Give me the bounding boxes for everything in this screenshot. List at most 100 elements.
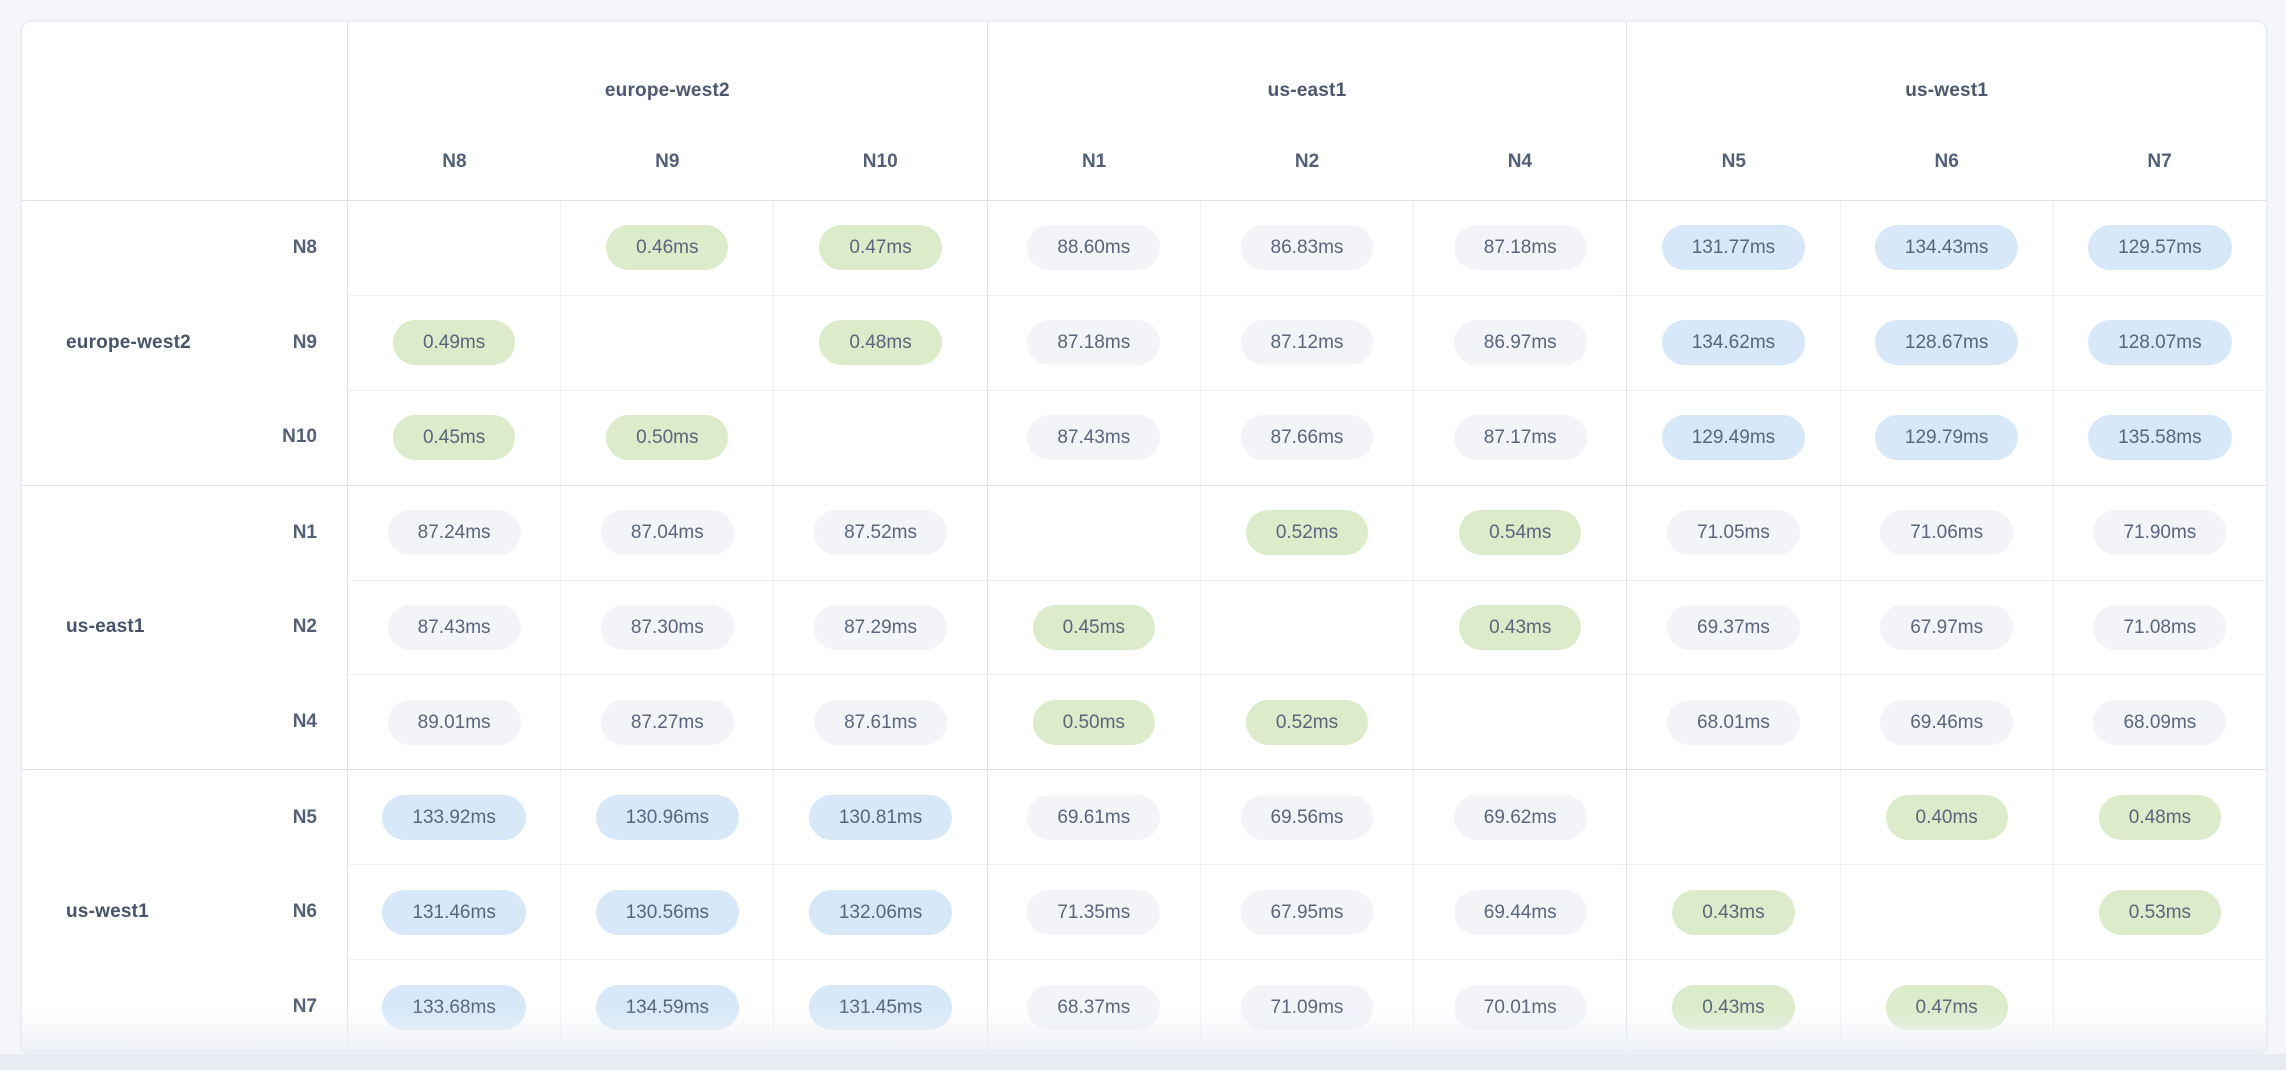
- latency-cell-N10-N6: 129.79ms: [1839, 389, 2053, 485]
- latency-cell-N8-N2: 86.83ms: [1199, 200, 1414, 295]
- self-latency-cell-N6: [1839, 864, 2053, 960]
- latency-pill-N4-N6: 69.46ms: [1880, 699, 2014, 745]
- latency-cell-N10-N7: 135.58ms: [2052, 389, 2266, 485]
- latency-pill-N9-N4: 86.97ms: [1453, 320, 1587, 366]
- row-node-label-N9: N9: [292, 331, 317, 353]
- row-node-column-europe-west2: N8 N9 N10: [232, 201, 347, 485]
- row-region-label-europe-west2: europe-west2: [66, 331, 191, 353]
- latency-pill-N7-N1: 68.37ms: [1027, 984, 1161, 1030]
- latency-cell-N4-N9: 87.27ms: [560, 674, 774, 770]
- latency-cell-N4-N7: 68.09ms: [2052, 674, 2266, 770]
- latency-cell-N8-N1: 88.60ms: [986, 200, 1200, 295]
- row-region-label-us-east1: us-east1: [66, 616, 145, 638]
- latency-pill-N9-N1: 87.18ms: [1027, 320, 1161, 366]
- latency-pill-N2-N4: 0.43ms: [1459, 604, 1582, 650]
- latency-pill-N7-N2: 71.09ms: [1240, 984, 1374, 1030]
- latency-cell-N1-N5: 71.05ms: [1626, 484, 1840, 580]
- latency-cell-N7-N2: 71.09ms: [1199, 959, 1414, 1054]
- latency-pill-N2-N1: 0.45ms: [1032, 604, 1155, 650]
- latency-cell-N8-N5: 131.77ms: [1626, 200, 1840, 295]
- row-node-column-us-west1: N5 N6 N7: [232, 770, 347, 1054]
- latency-cell-N5-N1: 69.61ms: [986, 769, 1200, 865]
- latency-pill-N5-N4: 69.62ms: [1453, 794, 1587, 840]
- latency-pill-N5-N10: 130.81ms: [808, 794, 953, 840]
- row-group-header-us-west1: us-west1 N5 N6 N7: [22, 769, 347, 1054]
- latency-cell-N7-N10: 131.45ms: [773, 959, 987, 1054]
- latency-pill-N2-N8: 87.43ms: [387, 604, 521, 650]
- latency-cell-N9-N5: 134.62ms: [1626, 294, 1840, 390]
- col-node-header-row-europe-west2: N8 N9 N10: [348, 134, 987, 200]
- latency-cell-N9-N7: 128.07ms: [2052, 294, 2266, 390]
- col-node-header-N8: N8: [442, 151, 467, 172]
- latency-cell-N7-N1: 68.37ms: [986, 959, 1200, 1054]
- latency-cell-N6-N5: 0.43ms: [1626, 864, 1840, 960]
- latency-cell-N6-N4: 69.44ms: [1413, 864, 1627, 960]
- latency-pill-N8-N2: 86.83ms: [1240, 225, 1374, 271]
- self-latency-cell-N8: [347, 200, 561, 295]
- latency-cell-N8-N7: 129.57ms: [2052, 200, 2266, 295]
- latency-pill-N7-N9: 134.59ms: [595, 984, 740, 1030]
- latency-cell-N2-N9: 87.30ms: [560, 579, 774, 675]
- latency-cell-N10-N9: 0.50ms: [560, 389, 774, 485]
- row-node-label-N10: N10: [282, 426, 317, 448]
- latency-cell-N2-N4: 0.43ms: [1413, 579, 1627, 675]
- latency-cell-N7-N6: 0.47ms: [1839, 959, 2053, 1054]
- col-node-header-N6: N6: [1934, 151, 1959, 172]
- latency-pill-N10-N1: 87.43ms: [1027, 415, 1161, 461]
- latency-cell-N5-N6: 0.40ms: [1839, 769, 2053, 865]
- latency-pill-N1-N10: 87.52ms: [814, 510, 947, 556]
- latency-pill-N6-N8: 131.46ms: [382, 889, 526, 935]
- latency-cell-N6-N9: 130.56ms: [560, 864, 774, 960]
- latency-cell-N8-N6: 134.43ms: [1839, 200, 2053, 295]
- latency-cell-N2-N8: 87.43ms: [347, 579, 561, 675]
- latency-pill-N4-N7: 68.09ms: [2093, 699, 2227, 745]
- latency-cell-N1-N4: 0.54ms: [1413, 484, 1627, 580]
- row-node-label-N4: N4: [292, 711, 317, 733]
- latency-cell-N9-N1: 87.18ms: [986, 294, 1200, 390]
- latency-cell-N10-N5: 129.49ms: [1626, 389, 1840, 485]
- latency-cell-N1-N7: 71.90ms: [2052, 484, 2266, 580]
- latency-cell-N6-N10: 132.06ms: [773, 864, 987, 960]
- latency-pill-N1-N4: 0.54ms: [1459, 510, 1582, 556]
- latency-cell-N6-N7: 0.53ms: [2052, 864, 2266, 960]
- latency-pill-N6-N5: 0.43ms: [1672, 889, 1795, 935]
- latency-cell-N7-N4: 70.01ms: [1413, 959, 1627, 1054]
- latency-pill-N8-N10: 0.47ms: [819, 225, 942, 271]
- latency-pill-N10-N9: 0.50ms: [606, 415, 729, 461]
- row-region-label-us-west1: us-west1: [66, 901, 149, 923]
- latency-pill-N10-N4: 87.17ms: [1453, 415, 1587, 461]
- latency-pill-N9-N10: 0.48ms: [819, 320, 942, 366]
- latency-pill-N7-N5: 0.43ms: [1672, 984, 1795, 1030]
- latency-pill-N1-N8: 87.24ms: [387, 510, 521, 556]
- col-node-header-N10: N10: [862, 151, 898, 172]
- latency-cell-N4-N2: 0.52ms: [1199, 674, 1414, 770]
- latency-cell-N8-N9: 0.46ms: [560, 200, 774, 295]
- latency-pill-N5-N9: 130.96ms: [595, 794, 740, 840]
- col-group-header-europe-west2: europe-west2 N8 N9 N10: [347, 22, 987, 200]
- latency-cell-N1-N9: 87.04ms: [560, 484, 774, 580]
- col-node-header-N7: N7: [2147, 151, 2172, 172]
- latency-cell-N6-N2: 67.95ms: [1199, 864, 1414, 960]
- page-bottom-strip: [0, 1054, 2286, 1070]
- latency-cell-N5-N4: 69.62ms: [1413, 769, 1627, 865]
- latency-pill-N2-N7: 71.08ms: [2093, 604, 2227, 650]
- latency-pill-N2-N5: 69.37ms: [1667, 604, 1800, 650]
- network-latency-matrix-card: europe-west2 N8 N9 N10 us-east1 N1 N2 N4 us-west…: [21, 21, 2267, 1055]
- latency-pill-N4-N5: 68.01ms: [1667, 699, 1800, 745]
- latency-pill-N2-N9: 87.30ms: [600, 604, 734, 650]
- row-group-header-us-east1: us-east1 N1 N2 N4: [22, 484, 347, 770]
- corner-cell: [22, 22, 347, 200]
- self-latency-cell-N4: [1413, 674, 1627, 770]
- latency-pill-N10-N2: 87.66ms: [1240, 415, 1374, 461]
- latency-pill-N5-N1: 69.61ms: [1027, 794, 1161, 840]
- latency-cell-N5-N8: 133.92ms: [347, 769, 561, 865]
- latency-pill-N6-N4: 69.44ms: [1453, 889, 1587, 935]
- latency-cell-N1-N8: 87.24ms: [347, 484, 561, 580]
- row-node-label-N6: N6: [292, 901, 317, 923]
- latency-pill-N2-N10: 87.29ms: [814, 604, 947, 650]
- latency-pill-N1-N5: 71.05ms: [1667, 510, 1800, 556]
- latency-pill-N6-N9: 130.56ms: [595, 889, 740, 935]
- latency-cell-N2-N1: 0.45ms: [986, 579, 1200, 675]
- latency-pill-N6-N2: 67.95ms: [1240, 889, 1374, 935]
- latency-pill-N8-N4: 87.18ms: [1453, 225, 1587, 271]
